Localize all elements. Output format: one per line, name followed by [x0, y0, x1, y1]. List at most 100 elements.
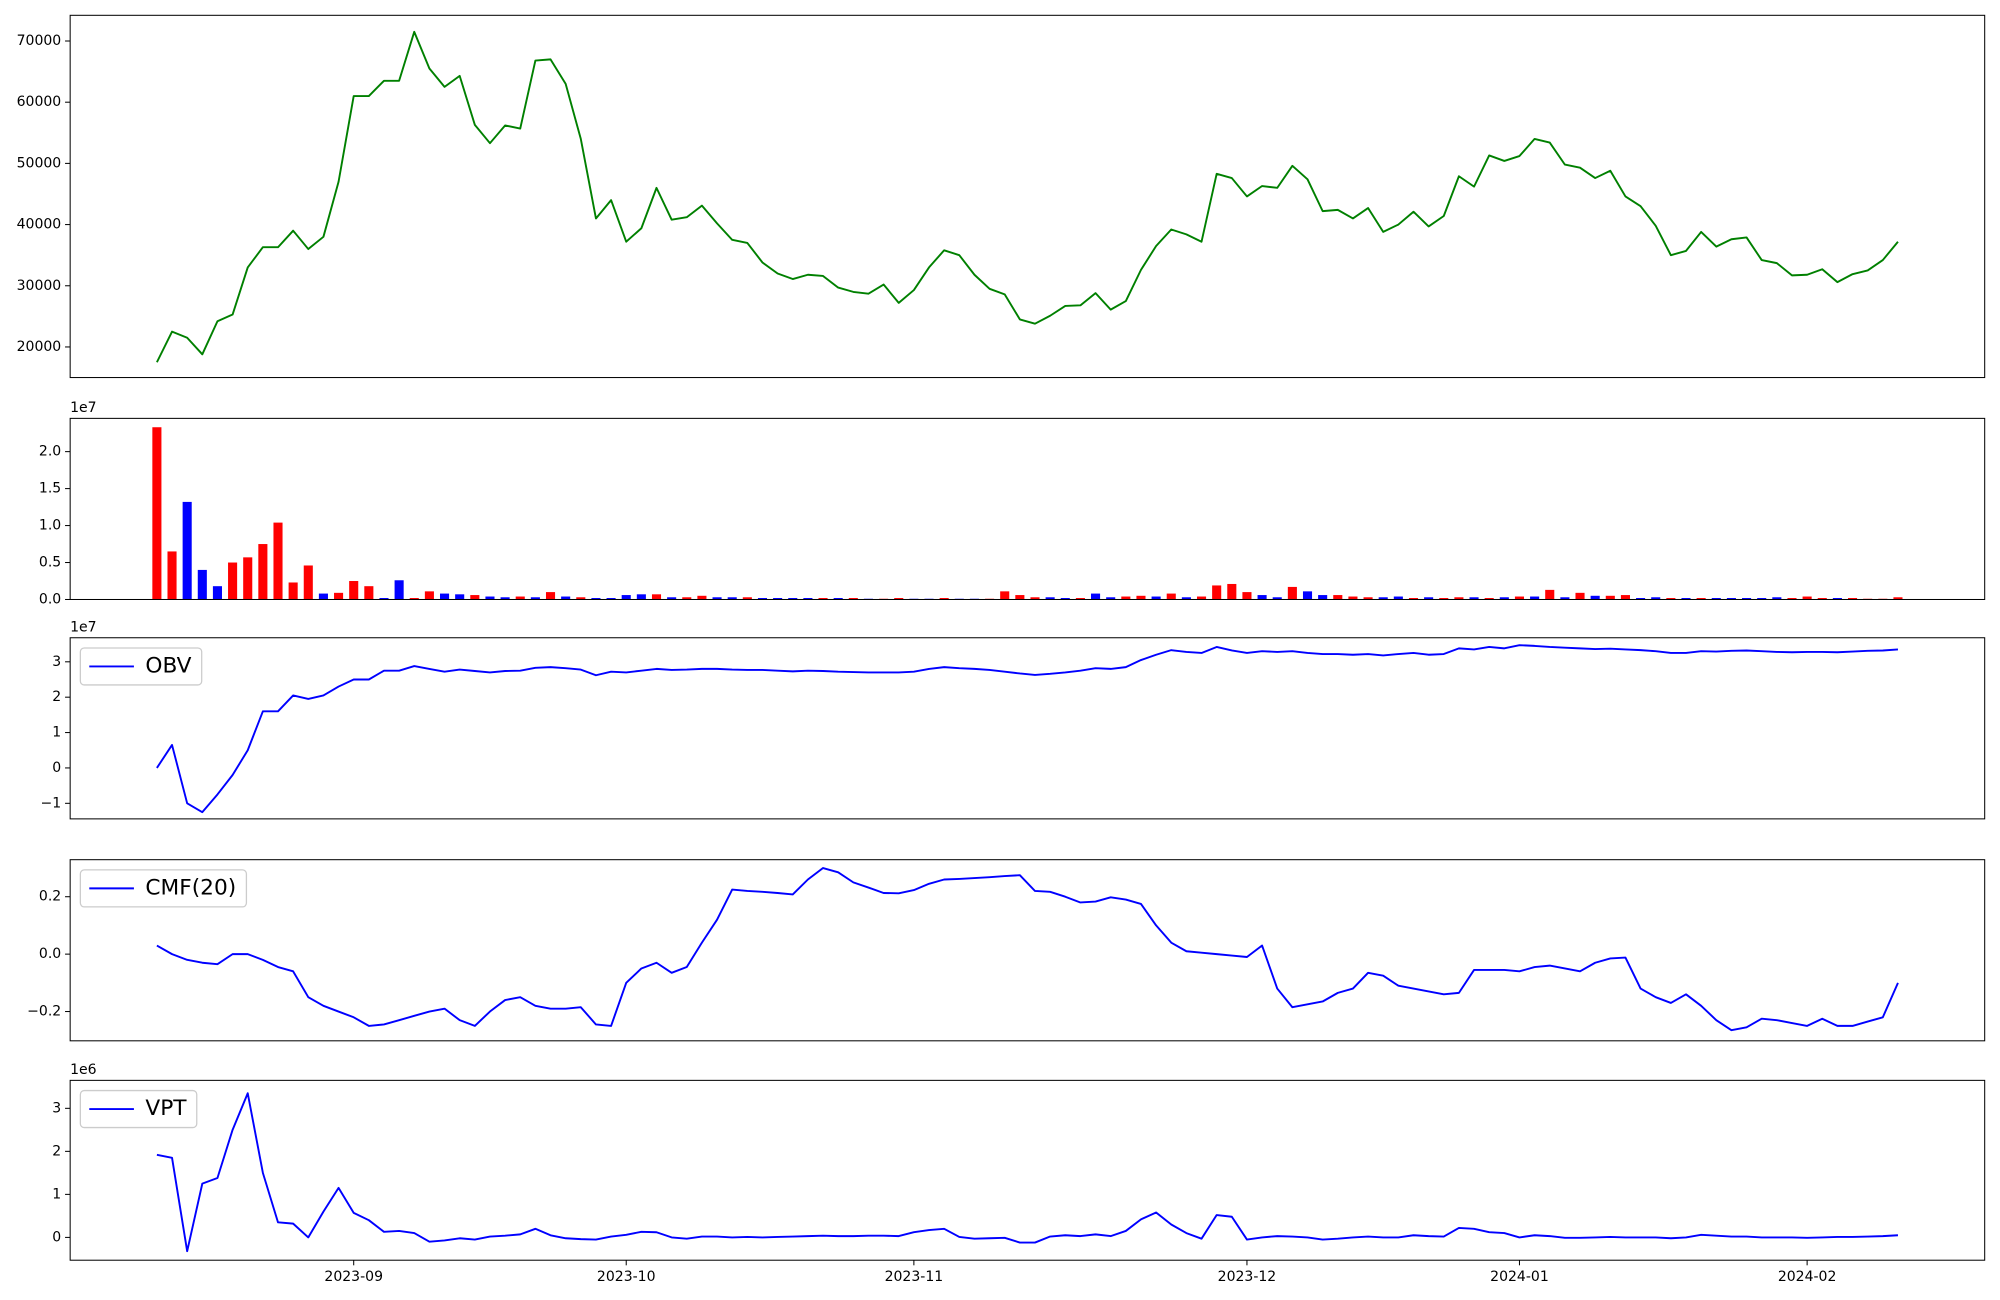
- x-tick-label: 2023-12: [1218, 1269, 1277, 1285]
- volume-bar: [1439, 598, 1449, 600]
- volume-bar: [424, 591, 434, 600]
- y-tick-label: 3: [52, 1100, 61, 1116]
- y-tick-label: 1: [52, 1186, 61, 1202]
- legend-box: [79, 869, 248, 908]
- volume-bar: [1227, 583, 1237, 600]
- axes-frame: [69, 859, 1986, 1042]
- y-tick-label: −1: [41, 795, 62, 811]
- volume-bar: [228, 562, 238, 600]
- volume-bar: [1287, 586, 1297, 600]
- axes-frame: [69, 1079, 1986, 1261]
- volume-bar: [1030, 597, 1040, 600]
- volume-bar: [727, 597, 737, 600]
- volume-bar: [1893, 597, 1903, 600]
- volume-bar: [1726, 598, 1736, 600]
- volume-bar: [1651, 597, 1661, 600]
- x-tick-label: 2023-11: [885, 1269, 944, 1285]
- y-tick-label: 0.5: [39, 555, 61, 571]
- volume-bar: [1136, 595, 1146, 600]
- volume-bar: [1181, 597, 1191, 600]
- volume-bar: [803, 598, 813, 600]
- y-tick-label: 2: [52, 689, 61, 705]
- volume-bar: [561, 596, 571, 600]
- volume-bar: [1393, 596, 1403, 600]
- volume-bar: [1757, 598, 1767, 600]
- volume-bar: [1060, 598, 1070, 600]
- axis-offset-label: 1e6: [70, 1062, 97, 1078]
- volume-bar: [1545, 589, 1555, 600]
- volume-bar: [334, 592, 344, 600]
- volume-bar: [167, 551, 177, 600]
- y-tick-label: 40000: [17, 217, 62, 233]
- volume-bar: [667, 597, 677, 600]
- volume-bar: [379, 598, 389, 600]
- volume-bar: [894, 598, 904, 600]
- volume-bar: [1196, 596, 1207, 600]
- y-tick-label: 20000: [17, 339, 62, 355]
- y-tick-label: 0.0: [39, 946, 61, 962]
- y-tick-label: 0.2: [39, 889, 61, 905]
- volume-bar: [455, 594, 465, 600]
- volume-bar: [1075, 598, 1085, 600]
- x-tick-label: 2023-10: [597, 1269, 656, 1285]
- volume-bar: [818, 598, 828, 600]
- volume-bar: [833, 598, 843, 600]
- volume-bar: [682, 597, 692, 600]
- y-tick-label: 1.5: [39, 481, 61, 497]
- volume-bar: [1666, 598, 1676, 600]
- volume-bar: [773, 598, 783, 600]
- volume-bar: [1530, 596, 1540, 600]
- volume-bar: [1045, 597, 1055, 600]
- volume-bar: [742, 597, 752, 600]
- volume-bar: [1711, 598, 1721, 600]
- volume-bar: [576, 597, 586, 600]
- volume-bar: [606, 598, 616, 600]
- axes-frame: [69, 637, 1986, 820]
- volume-bar: [1257, 595, 1267, 600]
- volume-bar: [1832, 598, 1842, 600]
- y-tick-label: 0: [52, 1229, 61, 1245]
- volume-bar: [470, 595, 480, 600]
- volume-bar: [1636, 598, 1646, 600]
- volume-bar: [530, 597, 540, 600]
- legend-text: OBV: [145, 653, 191, 678]
- volume-bar: [697, 595, 707, 600]
- y-tick-label: 30000: [17, 278, 62, 294]
- x-tick-label: 2024-01: [1490, 1269, 1549, 1285]
- volume-bar: [1166, 593, 1176, 600]
- legend: OBV: [79, 647, 203, 686]
- volume-bar: [1575, 592, 1585, 600]
- volume-bar: [1333, 595, 1343, 600]
- y-tick-label: 1.0: [39, 518, 61, 534]
- volume-bar: [1000, 591, 1010, 600]
- y-tick-label: 0.0: [39, 591, 61, 607]
- legend-box: [79, 1089, 198, 1129]
- volume-bar: [258, 544, 268, 600]
- volume-bar: [364, 586, 374, 600]
- legend-text: VPT: [145, 1096, 187, 1121]
- volume-bar: [1212, 585, 1222, 600]
- volume-bar: [197, 569, 207, 600]
- volume-bar: [1469, 597, 1479, 600]
- volume-bar: [515, 596, 525, 600]
- axes-frame: [69, 14, 1986, 379]
- volume-bar: [1696, 598, 1706, 600]
- y-tick-label: 60000: [17, 94, 62, 110]
- volume-bar: [712, 597, 722, 600]
- y-tick-label: −0.2: [27, 1004, 61, 1020]
- volume-bar: [1106, 597, 1116, 600]
- volume-bar: [1681, 598, 1691, 600]
- volume-bar: [1091, 593, 1101, 600]
- volume-bar: [1787, 598, 1797, 600]
- volume-bar: [1817, 598, 1827, 600]
- volume-bar: [409, 598, 419, 600]
- volume-bar: [394, 580, 404, 600]
- volume-bar: [1424, 597, 1434, 600]
- volume-bar: [788, 598, 798, 600]
- x-tick-label: 2024-02: [1778, 1269, 1837, 1285]
- volume-bar: [1847, 598, 1858, 600]
- volume-bar: [440, 593, 450, 600]
